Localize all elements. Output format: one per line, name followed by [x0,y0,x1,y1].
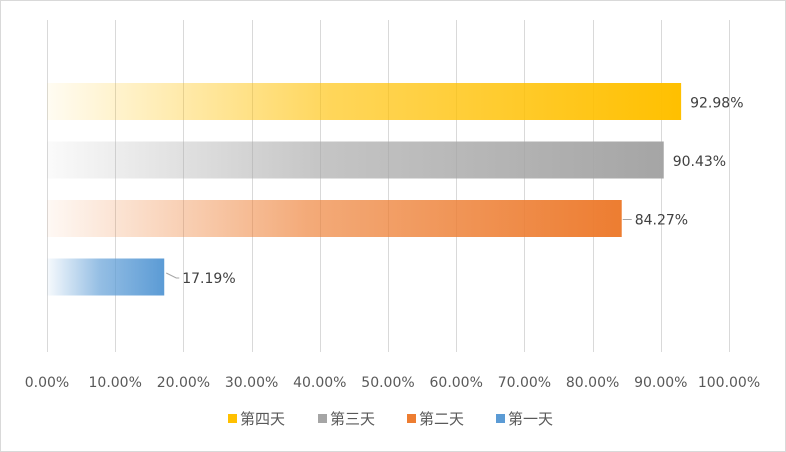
x-tick-label: 20.00% [157,375,210,391]
bar-2 [47,141,664,179]
legend-swatch [318,414,327,423]
value-label: 84.27% [635,213,688,229]
value-label: 92.98% [690,96,743,112]
gridlines [47,20,730,352]
bar-3 [47,200,622,237]
x-tick-label: 50.00% [361,375,414,391]
x-tick-label: 0.00% [25,375,69,391]
legend-label: 第四天 [240,410,285,428]
legend-label: 第二天 [419,410,464,428]
x-tick-label: 100.00% [698,375,760,391]
x-tick-label: 30.00% [225,375,278,391]
x-tick-label: 90.00% [634,375,687,391]
legend-swatch [228,414,237,423]
x-tick-labels: 0.00% 10.00% 20.00% 30.00% 40.00% 50.00% 60.00… [25,375,760,391]
x-tick-label: 70.00% [498,375,551,391]
x-tick-label: 40.00% [293,375,346,391]
value-leader-line [166,272,180,279]
x-tick-label: 80.00% [566,375,619,391]
legend-label: 第一天 [508,410,553,428]
legend-item: 第三天 [318,410,375,428]
value-labels: 92.98% 90.43% 84.27% 17.19% [166,96,744,287]
legend-item: 第二天 [407,410,464,428]
legend-swatch [407,414,416,423]
legend-label: 第三天 [330,410,375,428]
legend-item: 第四天 [228,410,285,428]
x-tick-label: 10.00% [89,375,142,391]
value-label: 90.43% [673,154,726,170]
bar-1 [47,83,682,120]
bar-4 [47,258,165,296]
legend-swatch [496,414,505,423]
bars [47,83,682,296]
legend: 第四天 第三天 第二天 第一天 [228,410,553,428]
x-tick-label: 60.00% [430,375,483,391]
value-label: 17.19% [182,271,235,287]
legend-item: 第一天 [496,410,553,428]
